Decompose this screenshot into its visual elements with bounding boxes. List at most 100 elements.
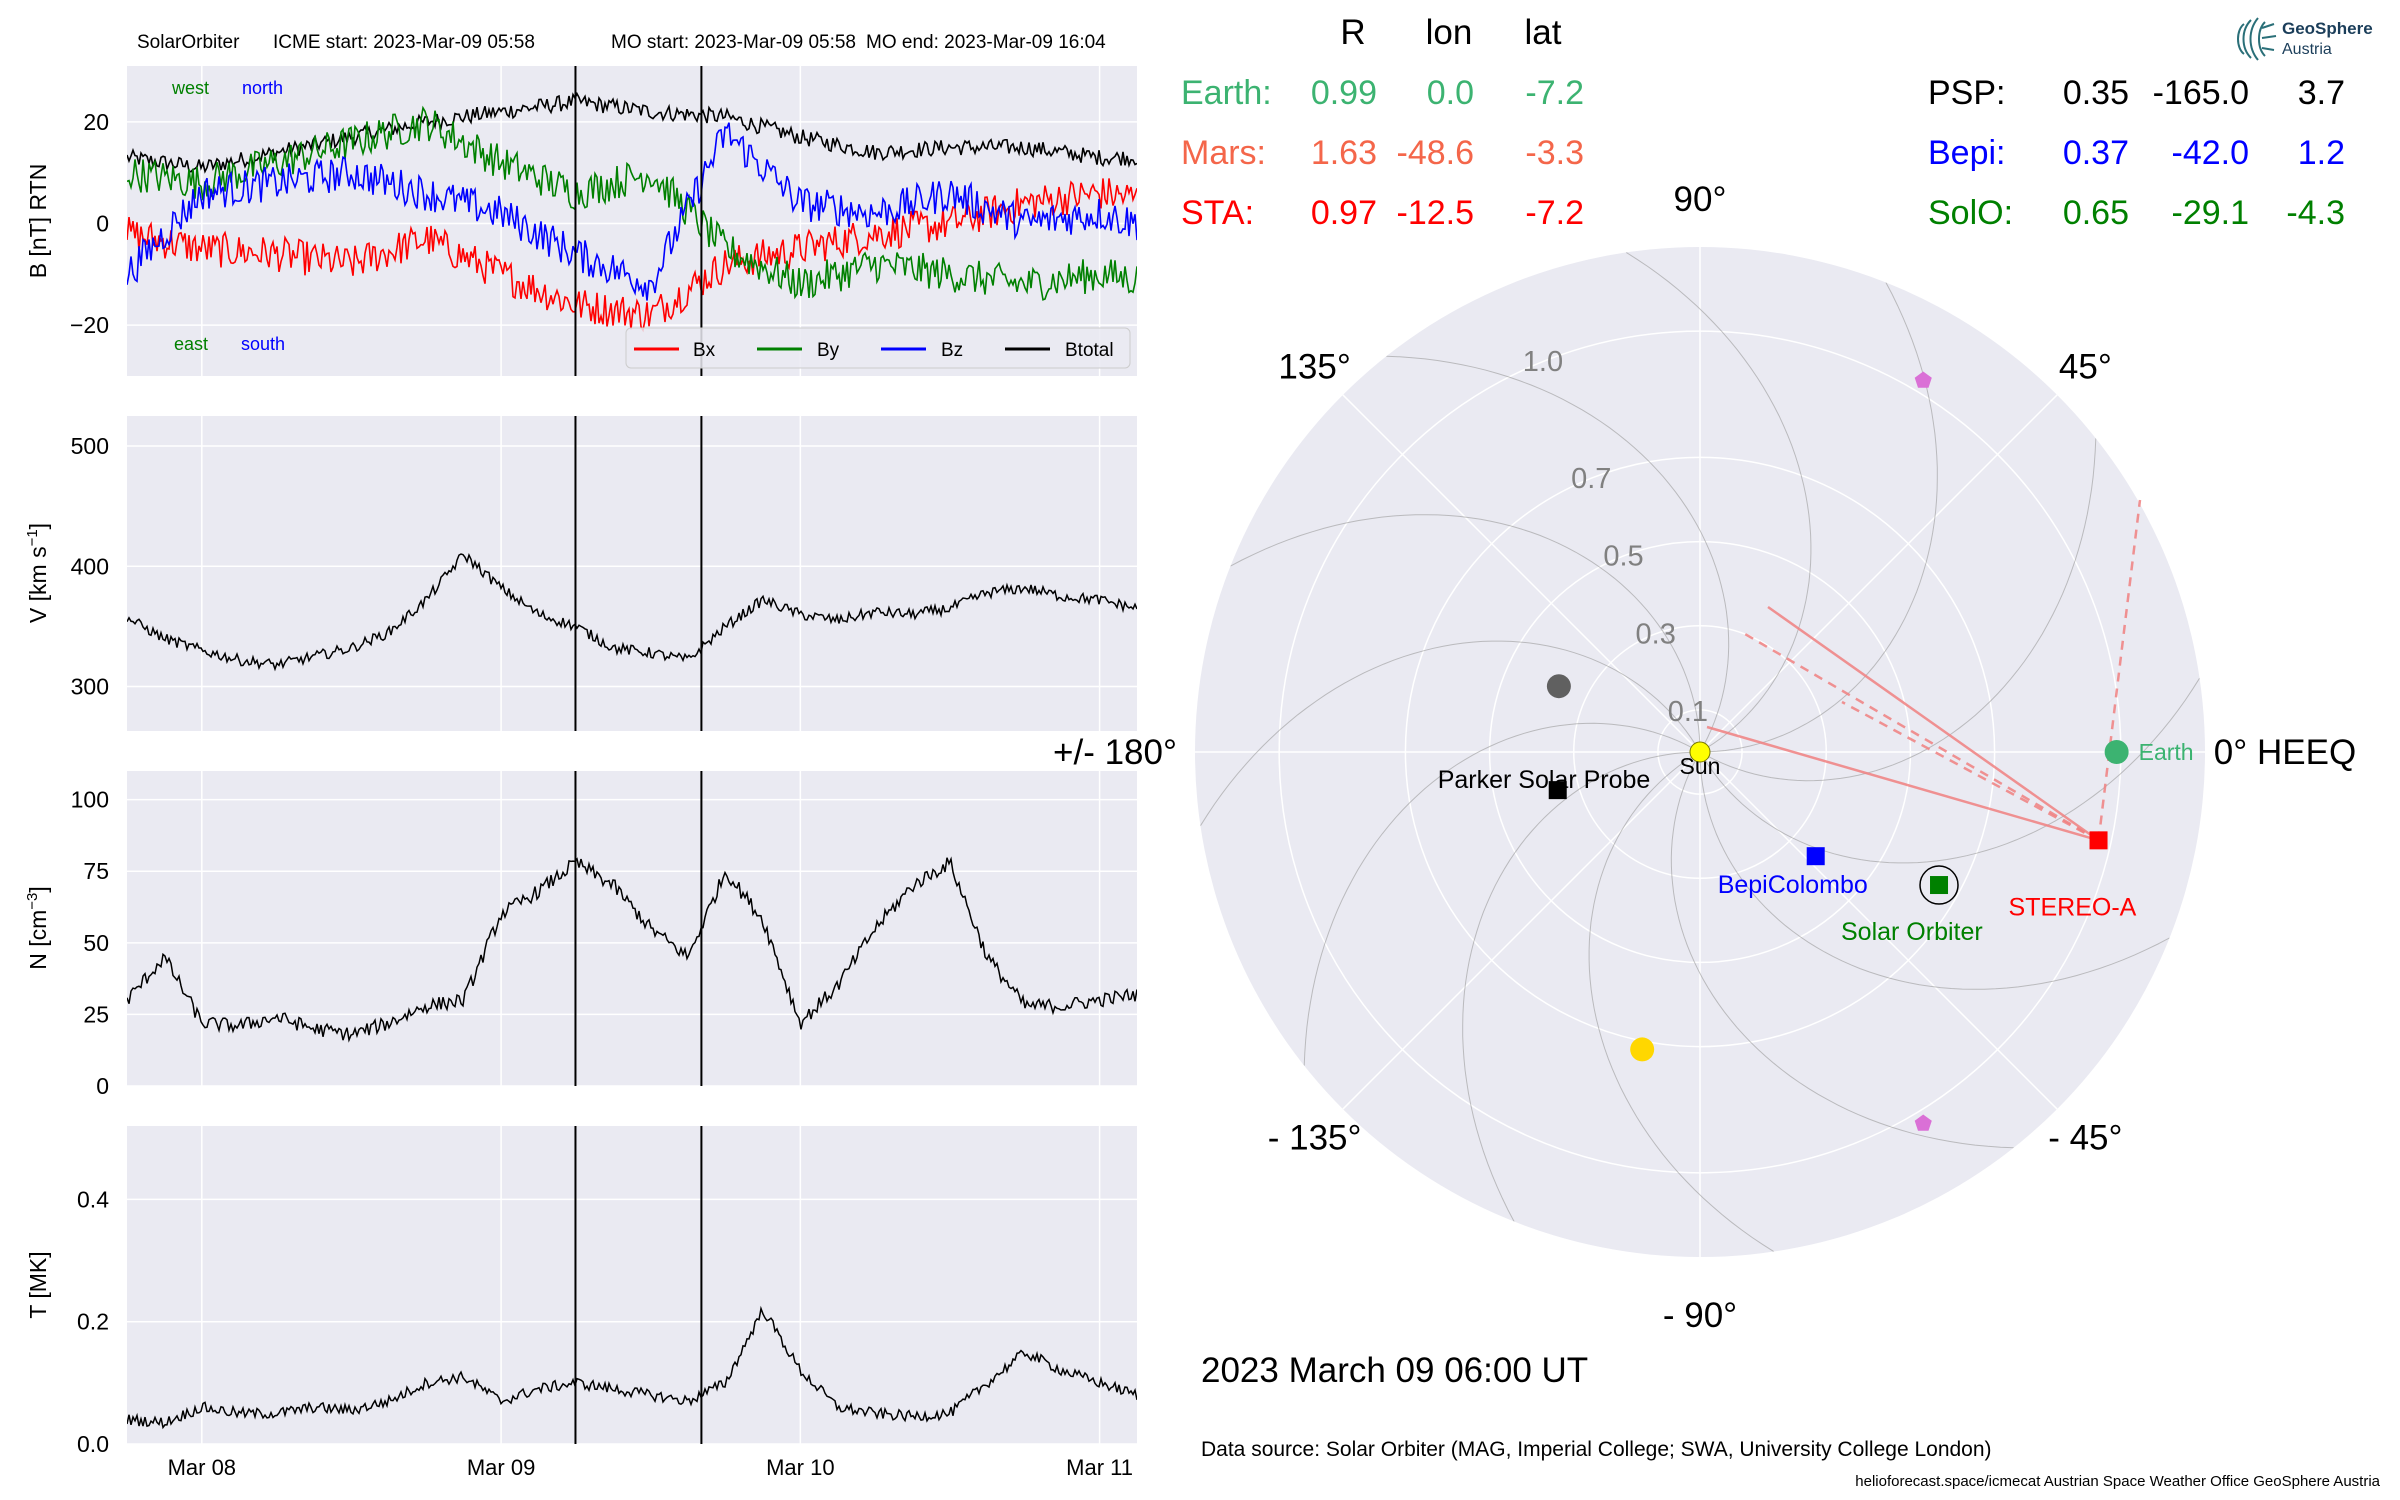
north-annotation: north	[242, 78, 283, 98]
icme-start-label: ICME start: 2023-Mar-09 05:58	[273, 32, 535, 53]
stereo-a-fov-line-1	[1706, 725, 2099, 842]
table-right-row-1-lon: -42.0	[2172, 134, 2250, 172]
polar-position-plot: 0.1 0.3 0.5 0.7 1.0 0° HEEQ 45° 90° 135° +/- 180°…	[1053, 180, 2356, 1335]
table-left-row-1-lat: -3.3	[1525, 134, 1584, 172]
v-ytick-label-0: 300	[71, 674, 109, 700]
table-right-row-2-lon: -29.1	[2172, 194, 2250, 232]
table-left-row-0-name: Earth:	[1181, 74, 1272, 112]
table-left-row-2-name: STA:	[1181, 194, 1254, 232]
table-left-row-1-name: Mars:	[1181, 134, 1266, 172]
parker-spiral-3	[1230, 514, 1701, 753]
table-right-row-0-lat: 3.7	[2298, 74, 2345, 112]
angular-grid-line-45	[1699, 394, 2058, 753]
b-ytick-label-0: −20	[70, 312, 109, 338]
table-right-row-0-r: 0.35	[2063, 74, 2129, 112]
angle-label-0: 0° HEEQ	[2214, 733, 2356, 772]
table-left-row-2-lon: -12.5	[1397, 194, 1475, 232]
radial-tick-label-0: 0.1	[1668, 696, 1708, 728]
radial-tick-label-1: 0.3	[1636, 618, 1676, 650]
temperature-panel: 0.0 0.2 0.4 Mar 08 Mar 09 Mar 10 Mar 11	[77, 1126, 1137, 1480]
x-tick-label-0: Mar 08	[168, 1455, 236, 1480]
parker-spiral-0	[1699, 282, 1938, 753]
b-ytick-label-1: 0	[96, 211, 109, 237]
magnetic-field-panel: −20 0 20	[70, 66, 1137, 376]
angular-grid-line-315	[1699, 751, 2058, 1110]
mo-end-label: MO end: 2023-Mar-09 16:04	[866, 32, 1106, 53]
n-ytick-label-3: 75	[83, 858, 109, 884]
geosphere-logo: GeoSphere Austria	[2237, 17, 2373, 61]
v-ytick-label-2: 500	[71, 433, 109, 459]
angle-label-2: 90°	[1674, 180, 1727, 219]
legend-box	[625, 327, 1131, 369]
table-left-row-1-lon: -48.6	[1397, 134, 1475, 172]
table-right-row-0-lon: -165.0	[2153, 74, 2249, 112]
parker-solar-probe-marker	[1548, 781, 1567, 800]
n-ytick-label-1: 25	[83, 1001, 109, 1027]
table-left-row-0-lon: 0.0	[1427, 74, 1474, 112]
x-tick-label-3: Mar 11	[1066, 1455, 1133, 1480]
parker-spiral-8	[1670, 751, 2014, 1149]
table-left-row-0-r: 0.99	[1311, 74, 1377, 112]
table-left-row-2-lat: -7.2	[1525, 194, 1584, 232]
parker-spiral-6	[1462, 751, 1701, 1222]
parker-spiral-11	[1699, 438, 2097, 782]
parker-spiral-4	[1199, 640, 1701, 827]
angle-label-1: 45°	[2059, 348, 2112, 387]
sun-marker	[1689, 741, 1711, 763]
bepicolombo-marker	[1806, 847, 1825, 866]
logo-line1: GeoSphere	[2282, 19, 2373, 38]
parker-spiral-5	[1303, 722, 1701, 1066]
credits-line: helioforecast.space/icmecat Austrian Spa…	[1855, 1473, 2380, 1490]
radial-tick-label-3: 0.7	[1571, 463, 1611, 495]
table-left-row-0-lat: -7.2	[1525, 74, 1584, 112]
b-legend: Bx By Bz Btotal	[625, 327, 1131, 369]
angle-label-5: - 135°	[1268, 1118, 1362, 1157]
b-ytick-label-2: 20	[83, 109, 109, 135]
velocity-panel: 300 400 500	[71, 416, 1137, 731]
table-left-row-2-r: 0.97	[1311, 194, 1377, 232]
planet-violet-north-marker	[1914, 371, 1932, 388]
b-series-by-2	[127, 105, 1137, 301]
t-series-line-0	[127, 1305, 1137, 1430]
density-panel: 0 25 50 75 100	[71, 771, 1137, 1099]
v-series-line-0	[127, 553, 1137, 672]
legend-label-bx: Bx	[693, 340, 716, 361]
logo-line2: Austria	[2282, 41, 2332, 58]
stereo-a-fov-line-0	[1767, 605, 2100, 842]
solar-orbiter-label: Solar Orbiter	[1841, 918, 1983, 946]
stereo-a-label: STEREO-A	[2009, 893, 2137, 921]
plot-date: 2023 March 09 06:00 UT	[1201, 1351, 1588, 1390]
solar-orbiter-marker	[1930, 876, 1949, 895]
radial-tick-label-2: 0.5	[1603, 541, 1643, 573]
b-series-btotal-0	[127, 91, 1137, 174]
velocity-plot-area	[127, 416, 1137, 731]
bepicolombo-label: BepiColombo	[1718, 871, 1868, 899]
angular-grid-line-135	[1342, 394, 1701, 753]
solar-orbiter-ring	[1919, 865, 1959, 905]
table-left-row-1-r: 1.63	[1311, 134, 1377, 172]
mo-start-label: MO start: 2023-Mar-09 05:58	[611, 32, 856, 53]
stereo-a-fov-line-3	[1841, 700, 2100, 842]
parker-spiral-9	[1699, 751, 2170, 990]
geosphere-logo-icon	[2237, 17, 2277, 61]
south-annotation: south	[241, 334, 285, 354]
n-ytick-label-4: 100	[71, 787, 109, 813]
table-right-row-1-lat: 1.2	[2298, 134, 2345, 172]
legend-label-btotal: Btotal	[1065, 340, 1114, 361]
density-plot-area	[127, 771, 1137, 1086]
planet-gold-marker	[1630, 1037, 1655, 1062]
data-source-note: Data source: Solar Orbiter (MAG, Imperia…	[1201, 1438, 1992, 1461]
earth-label: Earth	[2139, 739, 2194, 765]
b-series-bx-1	[127, 178, 1137, 333]
parker-spiral-1	[1625, 251, 1812, 753]
radial-tick-label-4: 1.0	[1523, 346, 1563, 378]
t-ytick-label-0: 0.0	[77, 1431, 109, 1457]
angular-grid-line-225	[1342, 751, 1701, 1110]
east-annotation: east	[174, 334, 208, 354]
n-axis-label: N [cm−3]	[24, 886, 51, 970]
angle-label-7: - 45°	[2048, 1118, 2122, 1157]
parker-spiral-7	[1588, 751, 1775, 1253]
parker-solar-probe-label: Parker Solar Probe	[1438, 766, 1651, 794]
